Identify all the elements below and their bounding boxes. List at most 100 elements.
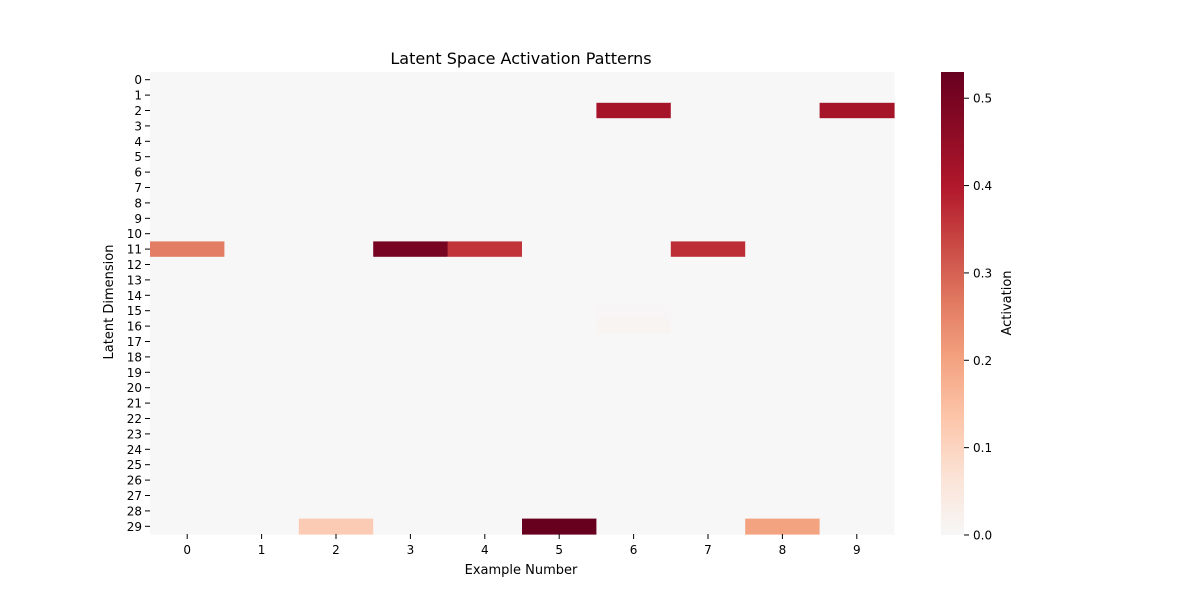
y-tick-label: 21 [127, 397, 142, 411]
y-tick-label: 0 [134, 73, 142, 87]
heatmap-cell [522, 241, 597, 258]
heatmap-cell [522, 426, 597, 443]
heatmap-cell [745, 72, 821, 88]
heatmap-cell [373, 133, 449, 150]
heatmap-cell [373, 164, 449, 181]
heatmap-cell [745, 102, 821, 119]
heatmap-cell [596, 149, 672, 165]
heatmap-cell [819, 395, 895, 412]
heatmap-cell [150, 87, 225, 104]
heatmap-cell [373, 487, 449, 504]
heatmap-cell [373, 503, 449, 520]
heatmap-cell [447, 457, 523, 473]
heatmap-cell [745, 472, 821, 489]
heatmap-cell [447, 272, 523, 289]
heatmap-cell [819, 349, 895, 366]
heatmap-cell [447, 349, 523, 366]
heatmap-cell [745, 287, 821, 304]
heatmap-cell [224, 503, 300, 520]
heatmap-cell [819, 441, 895, 458]
heatmap-cell [819, 241, 895, 258]
heatmap-cell [745, 395, 821, 412]
y-tick-label: 11 [127, 243, 142, 257]
heatmap-cell [373, 457, 449, 473]
heatmap-cell [298, 195, 374, 212]
heatmap-cell [522, 441, 597, 458]
heatmap-cell [670, 395, 746, 412]
heatmap-cell [298, 318, 374, 335]
heatmap-cell [150, 349, 225, 366]
heatmap-cell [670, 210, 746, 227]
heatmap-cell [373, 303, 449, 319]
heatmap-cell-active [596, 102, 672, 119]
heatmap-cell [447, 72, 523, 88]
colorbar-label: Activation [1000, 270, 1015, 335]
heatmap-cell [298, 179, 374, 196]
heatmap-cell [745, 303, 821, 319]
y-tick-label: 25 [127, 458, 142, 472]
heatmap-cell [373, 426, 449, 443]
heatmap-cell [522, 226, 597, 242]
heatmap-cell [150, 272, 225, 289]
heatmap-cell [670, 333, 746, 350]
heatmap-cell [596, 195, 672, 212]
x-tick-label: 2 [332, 543, 340, 557]
heatmap-cell [670, 102, 746, 119]
y-tick-label: 10 [127, 227, 142, 241]
heatmap-cell [522, 287, 597, 304]
heatmap-cell [670, 426, 746, 443]
heatmap-cell [522, 395, 597, 412]
heatmap-cell [522, 487, 597, 504]
heatmap-cell [670, 518, 746, 535]
heatmap-cell [447, 426, 523, 443]
heatmap-cell [596, 333, 672, 350]
heatmap-cell [670, 72, 746, 88]
heatmap-cell [670, 164, 746, 181]
heatmap-cell [819, 272, 895, 289]
heatmap-cell-active [819, 102, 895, 119]
heatmap-cell [150, 318, 225, 335]
heatmap-cell [819, 426, 895, 443]
heatmap-cell [224, 87, 300, 104]
heatmap-cell [522, 133, 597, 150]
heatmap-cell [150, 72, 225, 88]
heatmap-cell [596, 349, 672, 366]
heatmap-cell [819, 195, 895, 212]
heatmap-cell [745, 87, 821, 104]
heatmap-cell [224, 133, 300, 150]
heatmap-cell [224, 380, 300, 396]
y-tick-label: 20 [127, 381, 142, 395]
heatmap-cell [596, 179, 672, 196]
y-tick-label: 13 [127, 273, 142, 287]
heatmap-cell [670, 318, 746, 335]
heatmap-cell [150, 518, 225, 535]
heatmap-cell [596, 487, 672, 504]
heatmap-cell [150, 503, 225, 520]
heatmap-cell [298, 287, 374, 304]
heatmap-cell [745, 195, 821, 212]
y-axis-ticks: 0123456789101112131415161718192021222324… [127, 73, 150, 534]
heatmap-cell [447, 164, 523, 181]
y-tick-label: 15 [127, 304, 142, 318]
heatmap-cell [447, 149, 523, 165]
heatmap-cell [819, 210, 895, 227]
heatmap-cell [447, 318, 523, 335]
heatmap-cell [745, 241, 821, 258]
heatmap-cell [447, 395, 523, 412]
heatmap-cell [745, 487, 821, 504]
heatmap-cell [522, 164, 597, 181]
x-tick-label: 0 [183, 543, 191, 557]
heatmap-cell [670, 487, 746, 504]
heatmap-cell [150, 133, 225, 150]
colorbar-tick-label: 0.3 [973, 266, 992, 280]
heatmap-cell [819, 518, 895, 535]
heatmap-cell [670, 256, 746, 273]
heatmap-cell [224, 457, 300, 473]
heatmap-cell [596, 87, 672, 104]
heatmap-cell [522, 318, 597, 335]
heatmap-cell [745, 118, 821, 135]
heatmap-cell [224, 195, 300, 212]
heatmap-cell [596, 72, 672, 88]
y-tick-label: 8 [134, 196, 142, 210]
